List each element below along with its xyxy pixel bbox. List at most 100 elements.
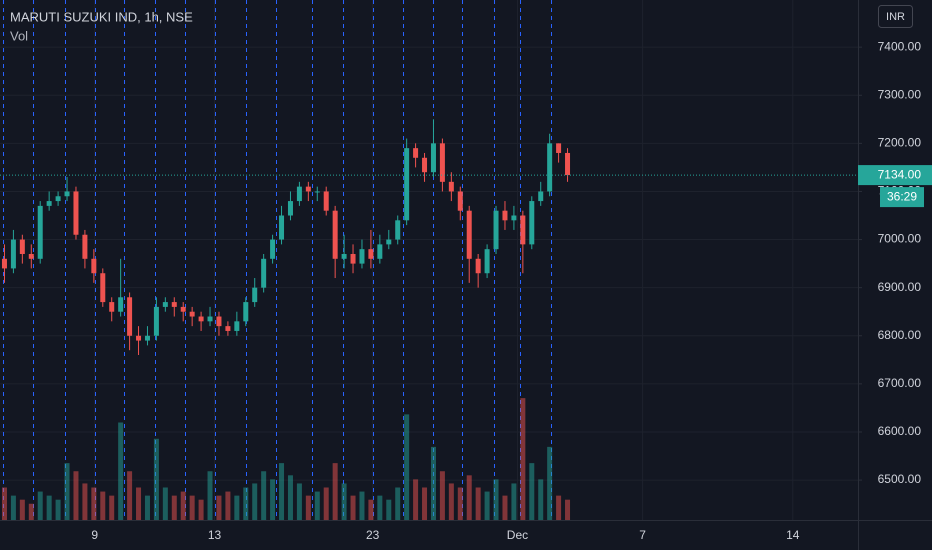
volume-bar <box>475 487 481 520</box>
grid <box>0 0 858 520</box>
volume-bar <box>296 483 302 520</box>
volume-bar <box>243 487 249 520</box>
volume-bar <box>404 414 410 520</box>
volume-bar <box>511 483 517 520</box>
candle-body <box>538 191 544 202</box>
volume-bar <box>73 471 79 520</box>
axes: 6500.00 6600.00 6700.00 6800.00 6900.00 7000.… <box>91 39 921 542</box>
candle-body <box>287 201 293 216</box>
volume-bar <box>493 479 499 520</box>
volume-bar <box>64 463 70 520</box>
x-tick-label: 7 <box>639 528 646 542</box>
candle-body <box>466 210 472 259</box>
volume-bar <box>100 491 106 520</box>
volume-bar <box>484 491 490 520</box>
candle-body <box>475 258 481 274</box>
candle-body <box>413 148 419 158</box>
candle-body <box>404 148 410 221</box>
volume-bar <box>565 499 571 520</box>
y-tick-label: 6900.00 <box>878 280 922 294</box>
last-price-tag <box>858 165 932 186</box>
candle-body <box>386 239 392 245</box>
candle-body <box>234 321 240 331</box>
volume-bar <box>466 475 472 520</box>
x-tick-label: 13 <box>208 528 222 542</box>
y-tick-label: 6500.00 <box>878 472 922 486</box>
volume-bar <box>341 483 347 520</box>
candle-body <box>439 143 445 182</box>
volume-bar <box>457 487 463 520</box>
volume-bar <box>1 487 7 520</box>
candle-body <box>430 143 436 173</box>
candle-body <box>127 297 133 336</box>
volume-bar <box>180 491 186 520</box>
volume-bar <box>225 491 231 520</box>
volume-bar <box>216 495 222 520</box>
candle-body <box>144 335 150 341</box>
countdown: 36:29 <box>887 189 917 203</box>
volume-bar <box>207 471 213 520</box>
volume-bar <box>46 495 52 520</box>
volume-bar <box>547 446 553 520</box>
volume-bar <box>520 398 526 520</box>
volume-bar <box>422 487 428 520</box>
y-tick-label: 7200.00 <box>878 136 922 150</box>
volume-bar <box>261 471 267 520</box>
candle-body <box>484 249 490 274</box>
candle-body <box>448 181 454 192</box>
x-tick-label: Dec <box>507 528 528 542</box>
volume-bar <box>198 499 204 520</box>
candle-body <box>520 215 526 245</box>
candle-body <box>91 258 97 274</box>
candle-body <box>28 253 34 259</box>
candle-body <box>547 143 553 192</box>
volume-bar <box>439 471 445 520</box>
candle-body <box>341 253 347 259</box>
volume-bar <box>171 495 177 520</box>
candles <box>1 119 571 356</box>
candle-body <box>314 191 320 193</box>
candle-body <box>323 191 329 211</box>
countdown-tag <box>880 187 924 208</box>
candle-body <box>162 302 168 307</box>
volume-bar <box>368 499 374 520</box>
candle-body <box>511 215 517 221</box>
candle-body <box>189 311 195 317</box>
candle-body <box>252 287 258 303</box>
volume-bar <box>118 422 124 520</box>
candle-body <box>1 258 7 269</box>
volume-bar <box>386 499 392 520</box>
volume-bar <box>413 479 419 520</box>
candle-body <box>100 273 106 303</box>
volume-bar <box>109 495 115 520</box>
y-tick-label: 7400.00 <box>878 39 922 53</box>
price-tags: 7134.00 36:29 <box>0 165 932 208</box>
volume-bar <box>144 495 150 520</box>
candle-body <box>305 186 311 192</box>
y-tick-label: 6700.00 <box>878 376 922 390</box>
y-tick-label: 6800.00 <box>878 328 922 342</box>
candle-body <box>359 249 365 264</box>
x-tick-label: 9 <box>91 528 98 542</box>
volume-bar <box>287 475 293 520</box>
volume-bar <box>556 495 562 520</box>
candle-body <box>73 191 79 235</box>
candle-body <box>422 157 428 173</box>
volume-bar <box>234 495 240 520</box>
candle-body <box>216 316 222 327</box>
candle-body <box>243 302 249 322</box>
currency-button[interactable] <box>878 5 913 28</box>
candle-body <box>225 326 231 331</box>
candle-body <box>198 316 204 322</box>
volume-bar <box>448 483 454 520</box>
y-tick-label: 7000.00 <box>878 232 922 246</box>
volume-bar <box>395 487 401 520</box>
candle-body <box>556 143 562 153</box>
x-tick-label: 23 <box>366 528 380 542</box>
volume-bar <box>55 499 61 520</box>
currency[interactable]: INR <box>886 11 905 23</box>
x-tick-label: 14 <box>786 528 800 542</box>
candle-body <box>64 191 70 197</box>
volume-bar <box>189 495 195 520</box>
